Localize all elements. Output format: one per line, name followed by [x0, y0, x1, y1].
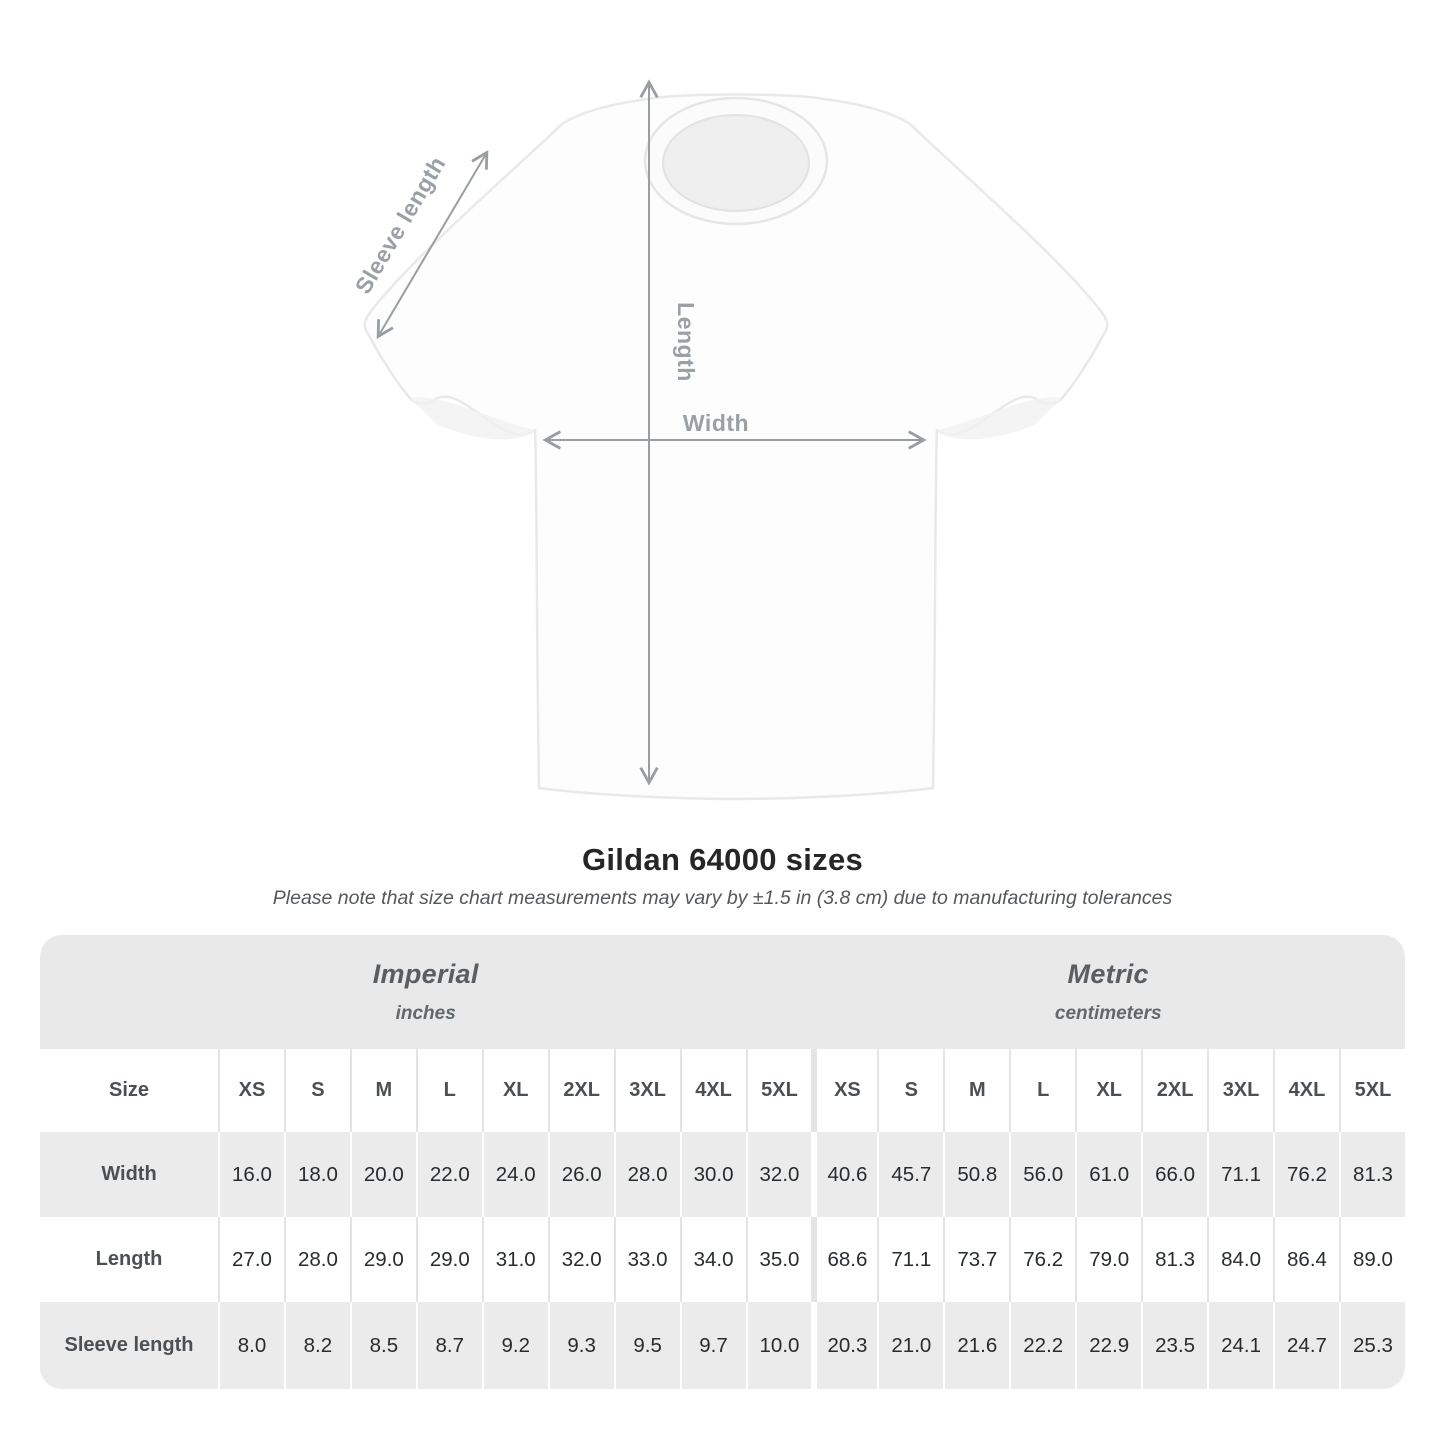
value-cell: 32.0: [547, 1217, 614, 1302]
value-cell: 8.0: [218, 1302, 284, 1389]
value-cell: 8.2: [283, 1302, 350, 1389]
tshirt-measurement-diagram: Sleeve length Length Width: [350, 79, 1109, 801]
value-cell: 34.0: [679, 1217, 746, 1302]
size-col-header: XL: [1075, 1049, 1142, 1132]
value-cell: 9.2: [481, 1302, 548, 1389]
value-cell: 25.3: [1338, 1302, 1405, 1389]
value-cell: 68.6: [811, 1217, 878, 1302]
imperial-unit-label: inches: [395, 1003, 456, 1024]
value-cell: 76.2: [1009, 1217, 1076, 1302]
tshirt-shading-right: [937, 397, 1062, 440]
value-cell: 89.0: [1338, 1217, 1405, 1302]
value-cell: 27.0: [218, 1217, 284, 1302]
value-cell: 24.0: [481, 1132, 548, 1217]
size-table: Imperial inches Metric centimeters Size …: [40, 935, 1405, 1389]
value-cell: 81.3: [1338, 1132, 1405, 1217]
size-col-header: 3XL: [613, 1049, 680, 1132]
value-cell: 32.0: [745, 1132, 812, 1217]
size-col-header: 4XL: [1273, 1049, 1339, 1132]
tshirt-collar-inner: [662, 114, 810, 212]
value-cell: 28.0: [283, 1217, 350, 1302]
row-label: Width: [40, 1132, 218, 1217]
value-cell: 16.0: [218, 1132, 284, 1217]
value-cell: 50.8: [943, 1132, 1010, 1217]
size-col-header: S: [283, 1049, 350, 1132]
value-cell: 71.1: [877, 1217, 944, 1302]
value-cell: 66.0: [1141, 1132, 1208, 1217]
value-cell: 18.0: [283, 1132, 350, 1217]
size-table-body: Width 16.0 18.0 20.0 22.0 24.0 26.0 28.0 30.0 32.…: [40, 1132, 1405, 1389]
value-cell: 73.7: [943, 1217, 1010, 1302]
size-col-header: 2XL: [547, 1049, 614, 1132]
unit-group-row: Imperial inches Metric centimeters: [40, 935, 1405, 1049]
value-cell: 35.0: [745, 1217, 812, 1302]
value-cell: 20.3: [811, 1302, 878, 1389]
size-col-header: L: [415, 1049, 482, 1132]
value-cell: 84.0: [1207, 1217, 1273, 1302]
value-cell: 31.0: [481, 1217, 548, 1302]
value-cell: 28.0: [613, 1132, 680, 1217]
size-col-header: 4XL: [679, 1049, 746, 1132]
row-label: Sleeve length: [40, 1302, 218, 1389]
value-cell: 33.0: [613, 1217, 680, 1302]
table-row: Length 27.0 28.0 29.0 29.0 31.0 32.0 33.0 34.0 35…: [40, 1217, 1405, 1302]
value-cell: 56.0: [1009, 1132, 1076, 1217]
metric-label: Metric: [1067, 959, 1149, 989]
table-row: Sleeve length 8.0 8.2 8.5 8.7 9.2 9.3 9.5 9.7 10.…: [40, 1302, 1405, 1389]
value-cell: 23.5: [1141, 1302, 1208, 1389]
size-col-header: 5XL: [1338, 1049, 1405, 1132]
tshirt-shading-left: [410, 397, 535, 440]
value-cell: 81.3: [1141, 1217, 1208, 1302]
metric-group-header: Metric centimeters: [811, 935, 1405, 1049]
value-cell: 30.0: [679, 1132, 746, 1217]
size-col-header: XL: [481, 1049, 548, 1132]
size-col-header: S: [877, 1049, 944, 1132]
width-label: Width: [683, 410, 749, 436]
value-cell: 76.2: [1273, 1132, 1339, 1217]
size-col-header: 2XL: [1141, 1049, 1208, 1132]
value-cell: 86.4: [1273, 1217, 1339, 1302]
imperial-group-header: Imperial inches: [40, 935, 812, 1049]
size-col-header: M: [943, 1049, 1010, 1132]
size-col-header: 3XL: [1207, 1049, 1273, 1132]
value-cell: 9.7: [679, 1302, 746, 1389]
length-label: Length: [673, 302, 699, 382]
size-col-header: XS: [811, 1049, 878, 1132]
value-cell: 9.3: [547, 1302, 614, 1389]
value-cell: 26.0: [547, 1132, 614, 1217]
value-cell: 24.1: [1207, 1302, 1273, 1389]
table-row: Width 16.0 18.0 20.0 22.0 24.0 26.0 28.0 30.0 32.…: [40, 1132, 1405, 1217]
row-label: Length: [40, 1217, 218, 1302]
value-cell: 61.0: [1075, 1132, 1142, 1217]
value-cell: 20.0: [349, 1132, 416, 1217]
size-col-header: 5XL: [745, 1049, 812, 1132]
value-cell: 21.0: [877, 1302, 944, 1389]
metric-unit-label: centimeters: [1054, 1003, 1162, 1024]
sleeve-length-arrow: [376, 150, 489, 339]
value-cell: 29.0: [415, 1217, 482, 1302]
value-cell: 9.5: [613, 1302, 680, 1389]
value-cell: 8.7: [415, 1302, 482, 1389]
tolerance-note: Please note that size chart measurements…: [272, 887, 1173, 909]
value-cell: 29.0: [349, 1217, 416, 1302]
size-col-header: L: [1009, 1049, 1076, 1132]
page-title: Gildan 64000 sizes: [581, 842, 864, 877]
size-col-header: XS: [218, 1049, 284, 1132]
value-cell: 22.9: [1075, 1302, 1142, 1389]
tshirt-svg: Sleeve length Length Width: [350, 79, 1109, 801]
value-cell: 21.6: [943, 1302, 1010, 1389]
imperial-label: Imperial: [372, 959, 479, 989]
value-cell: 8.5: [349, 1302, 416, 1389]
size-corner-header: Size: [40, 1049, 218, 1132]
value-cell: 45.7: [877, 1132, 944, 1217]
value-cell: 40.6: [811, 1132, 878, 1217]
size-header-row: Size XS S M L XL 2XL 3XL 4XL 5XL XS S M L XL 2XL 3XL 4XL…: [40, 1049, 1405, 1132]
value-cell: 22.2: [1009, 1302, 1076, 1389]
size-col-header: M: [349, 1049, 416, 1132]
value-cell: 79.0: [1075, 1217, 1142, 1302]
value-cell: 71.1: [1207, 1132, 1273, 1217]
value-cell: 24.7: [1273, 1302, 1339, 1389]
value-cell: 10.0: [745, 1302, 812, 1389]
value-cell: 22.0: [415, 1132, 482, 1217]
